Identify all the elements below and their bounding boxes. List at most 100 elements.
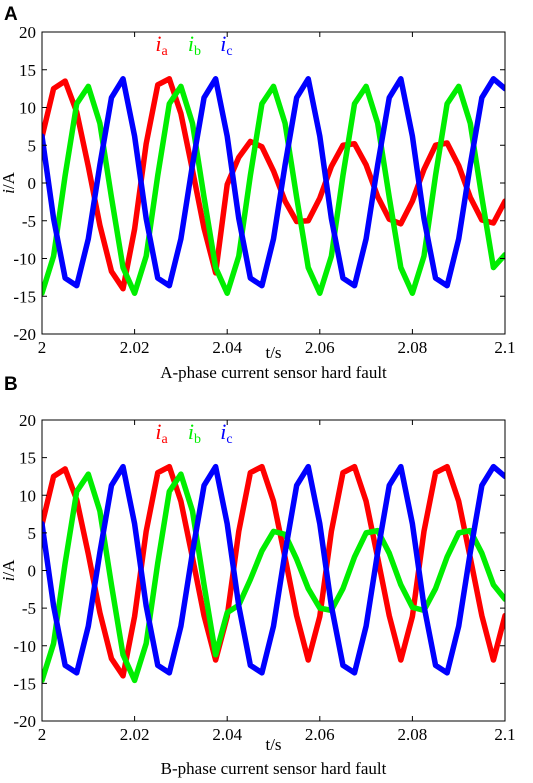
x-tick-label: 2.02 xyxy=(120,338,150,357)
panel-caption: B-phase current sensor hard fault xyxy=(161,759,387,778)
data-point-ic xyxy=(213,464,218,469)
data-point-ia xyxy=(213,657,218,663)
y-axis-label-symbol: i xyxy=(0,576,18,581)
data-point-ia xyxy=(398,657,404,663)
data-point-ic xyxy=(468,162,473,168)
data-point-ic xyxy=(259,670,265,676)
data-point-ic xyxy=(363,623,369,629)
data-point-ib xyxy=(236,254,241,259)
data-point-ib xyxy=(271,529,276,534)
data-point-ia xyxy=(109,269,114,274)
data-point-ia xyxy=(201,226,207,231)
legend-label-ib: ib xyxy=(188,419,201,447)
data-point-ib xyxy=(167,101,172,106)
y-tick-label: -20 xyxy=(13,712,36,731)
data-point-ic xyxy=(387,483,392,488)
data-point-ic xyxy=(352,670,357,676)
data-point-ic xyxy=(167,283,172,288)
y-tick-label: -5 xyxy=(22,212,36,231)
data-point-ib xyxy=(201,195,207,200)
data-point-ia xyxy=(433,470,438,475)
data-point-ia xyxy=(387,613,392,618)
data-point-ib xyxy=(201,582,207,587)
data-point-ia xyxy=(329,529,334,534)
data-point-ia xyxy=(502,198,505,204)
data-point-ic xyxy=(410,133,415,139)
data-point-ib xyxy=(375,121,380,126)
data-point-ic xyxy=(317,521,322,527)
data-point-ib xyxy=(190,121,195,126)
data-point-ib xyxy=(306,265,311,270)
data-point-ib xyxy=(62,173,68,178)
data-point-ic xyxy=(433,663,438,668)
panel-caption: A-phase current sensor hard fault xyxy=(160,363,387,382)
data-point-ic xyxy=(329,216,334,221)
data-point-ic xyxy=(225,521,230,527)
legend-label-ib: ib xyxy=(188,31,201,59)
data-point-ic xyxy=(143,603,149,609)
data-point-ib xyxy=(329,254,334,259)
data-point-ic xyxy=(375,550,380,555)
data-point-ic xyxy=(421,603,427,609)
data-point-ib xyxy=(132,291,137,296)
y-tick-label: -15 xyxy=(13,287,36,306)
data-point-ic xyxy=(132,133,137,139)
y-tick-label: 15 xyxy=(19,61,36,80)
data-point-ic xyxy=(444,670,450,676)
legend-label-ia: ia xyxy=(155,419,168,447)
data-point-ib xyxy=(132,678,137,683)
data-point-ia xyxy=(259,144,265,149)
data-point-ic xyxy=(51,603,56,609)
data-point-ic xyxy=(97,162,103,168)
data-point-ib xyxy=(248,577,253,582)
data-point-ic xyxy=(491,464,496,469)
data-point-ib xyxy=(109,195,114,200)
data-point-ib xyxy=(421,254,427,259)
data-point-ia xyxy=(502,613,505,618)
y-axis-label-unit: /A xyxy=(0,171,18,189)
data-point-ib xyxy=(317,291,322,296)
data-point-ib xyxy=(62,560,68,566)
data-point-ic xyxy=(86,623,91,629)
data-point-ib xyxy=(502,252,505,257)
data-point-ic xyxy=(155,663,160,668)
data-point-ib xyxy=(306,586,311,591)
data-point-ib xyxy=(479,195,485,200)
data-point-ia xyxy=(340,470,346,475)
data-point-ic xyxy=(213,76,218,82)
data-point-ic xyxy=(42,521,45,527)
data-point-ia xyxy=(375,194,380,199)
data-point-ia xyxy=(410,614,415,619)
data-point-ia xyxy=(178,111,184,116)
panel-A: A20 15 10 5 0 -5 -10 -15 -202 2.02 2.04 2.06 2.08 2.1… xyxy=(0,4,516,382)
data-point-ia xyxy=(97,223,103,228)
data-point-ic xyxy=(352,283,357,288)
data-point-ia xyxy=(271,168,276,174)
data-point-ia xyxy=(120,286,126,291)
data-point-ib xyxy=(352,101,357,106)
data-point-ia xyxy=(363,162,369,168)
data-point-ic xyxy=(363,236,369,242)
data-point-ic xyxy=(329,603,334,609)
data-point-ib xyxy=(74,489,79,494)
data-point-ib xyxy=(97,121,103,126)
data-point-ic xyxy=(271,623,276,629)
x-tick-label: 2.1 xyxy=(494,338,515,357)
data-point-ic xyxy=(340,663,346,668)
data-point-ic xyxy=(294,95,299,100)
data-point-ib xyxy=(433,586,438,591)
data-point-ia xyxy=(491,220,496,226)
data-point-ib xyxy=(491,582,496,587)
data-point-ia xyxy=(456,163,461,168)
data-point-ib xyxy=(109,582,114,587)
data-point-ib xyxy=(42,678,45,683)
panel-B: B20 15 10 5 0 -5 -10 -15 -202 2.02 2.04 2.06 2.08 2.1… xyxy=(0,374,516,778)
data-point-ia xyxy=(294,613,299,618)
y-tick-label: -15 xyxy=(13,674,36,693)
data-point-ib xyxy=(97,508,103,514)
data-point-ib xyxy=(271,84,276,89)
x-tick-label: 2.06 xyxy=(305,725,335,744)
data-point-ib xyxy=(155,173,160,178)
data-point-ib xyxy=(213,652,218,657)
data-point-ia xyxy=(317,614,322,619)
